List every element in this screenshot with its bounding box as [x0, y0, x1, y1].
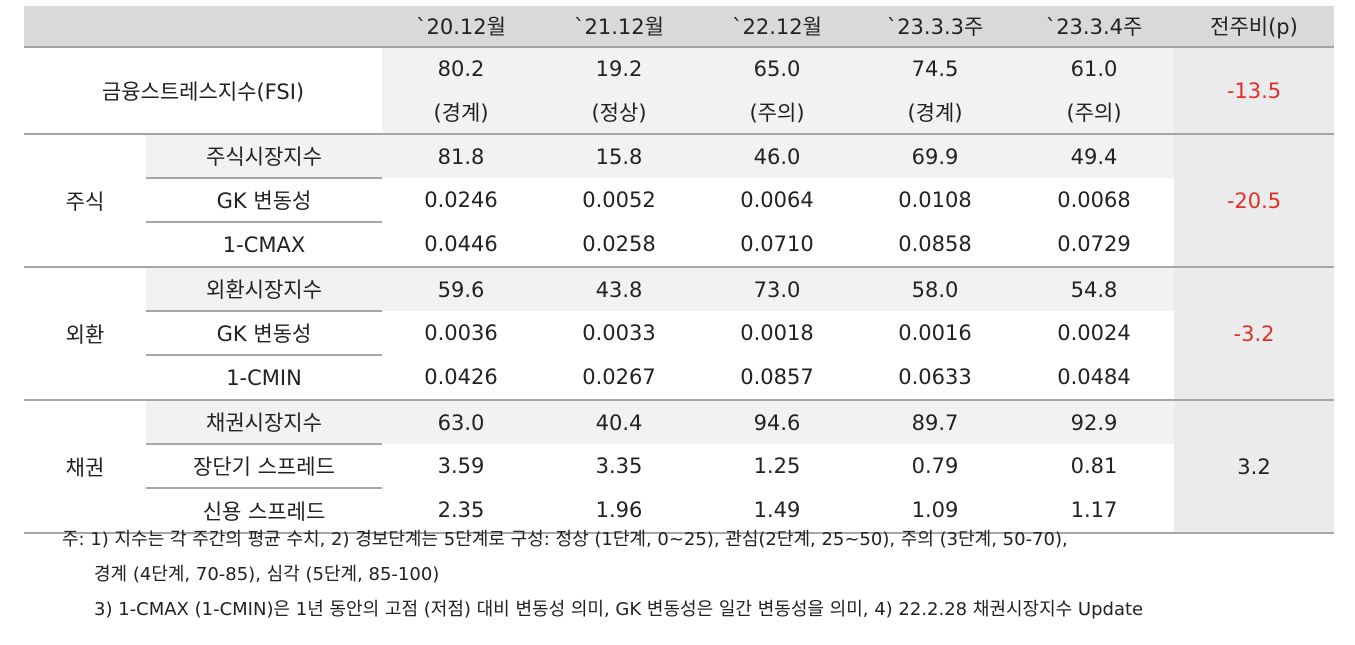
cell-value: 73.0	[698, 266, 856, 311]
row-label: 신용 스프레드	[146, 487, 382, 534]
fsi-level: (주의)	[1014, 90, 1174, 134]
cell-value: 89.7	[856, 399, 1014, 444]
cell-value: 0.0068	[1057, 188, 1131, 212]
cell-value: 1.96	[540, 488, 698, 534]
cell-value: 0.0246	[424, 188, 498, 212]
cell-value: 0.0858	[898, 232, 972, 256]
fsi-value-row: 금융스트레스지수(FSI) 80.2 19.2 65.0 74.5 61.0 -…	[24, 47, 1334, 134]
cell-value: 0.0484	[1057, 365, 1131, 389]
cell-value: 0.0052	[582, 188, 656, 212]
cell-value: 0.0857	[740, 365, 814, 389]
table-row: GK 변동성 0.0246 0.0052 0.0064 0.0108 0.006…	[24, 177, 1334, 222]
group-label-fx: 외환	[24, 266, 146, 400]
cell-value: 0.0633	[898, 365, 972, 389]
footnote-line: 주: 1) 지수는 각 주간의 평균 수치, 2) 경보단계는 5단계로 구성:…	[62, 529, 1068, 550]
cell-value: 46.0	[698, 133, 856, 178]
table-row: 주식 주식시장지수 81.8 15.8 46.0 69.9 49.4 -20.5	[24, 133, 1334, 267]
cell-value: 1.09	[856, 488, 1014, 534]
cell-value: 0.0018	[740, 321, 814, 345]
cell-value: 0.0064	[740, 188, 814, 212]
fsi-level-row: (경계) (정상) (주의) (경계) (주의)	[24, 90, 1334, 134]
fsi-level: (경계)	[856, 90, 1014, 134]
fsi-change: -13.5	[1174, 47, 1334, 134]
cell-value: 69.9	[856, 133, 1014, 178]
table-row: 채권 채권시장지수 63.0 40.4 94.6 89.7 92.9 3.2	[24, 399, 1334, 534]
header-row: `20.12월 `21.12월 `22.12월 `23.3.3주 `23.3.4…	[24, 6, 1334, 48]
footnote-line: 3) 1-CMAX (1-CMIN)은 1년 동안의 고점 (저점) 대비 변동…	[94, 599, 1144, 620]
table-row: 외환 외환시장지수 59.6 43.8 73.0 58.0 54.8 -3.2	[24, 266, 1334, 400]
group-label-bond: 채권	[24, 399, 146, 534]
header-2012: `20.12월	[382, 6, 540, 48]
table-row: 1-CMIN 0.0426 0.0267 0.0857 0.0633 0.048…	[24, 354, 1334, 400]
row-label: 장단기 스프레드	[146, 443, 382, 488]
cell-value: 49.4	[1014, 133, 1174, 178]
row-label: 1-CMIN	[146, 354, 382, 400]
cell-value: 0.0108	[898, 188, 972, 212]
group-label-stock: 주식	[24, 133, 146, 267]
group-change-stock: -20.5	[1174, 133, 1334, 267]
footnotes: 주: 1) 지수는 각 주간의 평균 수치, 2) 경보단계는 5단계로 구성:…	[62, 522, 1143, 627]
row-label: GK 변동성	[146, 177, 382, 222]
fsi-level: (경계)	[382, 90, 540, 134]
cell-value: 43.8	[540, 266, 698, 311]
row-label: 외환시장지수	[146, 266, 382, 311]
cell-value: 40.4	[540, 399, 698, 444]
cell-value: 1.25	[753, 454, 801, 478]
header-blank-2	[146, 6, 382, 48]
cell-value: 1.49	[698, 488, 856, 534]
row-label: 채권시장지수	[146, 399, 382, 444]
cell-value: 2.35	[382, 488, 540, 534]
cell-value: 0.0258	[582, 232, 656, 256]
footnote-line: 경계 (4단계, 70-85), 심각 (5단계, 85-100)	[94, 564, 440, 585]
row-label: GK 변동성	[146, 310, 382, 355]
fsi-table: `20.12월 `21.12월 `22.12월 `23.3.3주 `23.3.4…	[24, 6, 1334, 534]
cell-value: 59.6	[382, 266, 540, 311]
header-2303w4: `23.3.4주	[1014, 6, 1174, 48]
group-change-fx: -3.2	[1174, 266, 1334, 400]
fsi-value: 65.0	[698, 47, 856, 90]
cell-value: 0.0036	[424, 321, 498, 345]
cell-value: 0.0267	[582, 365, 656, 389]
header-blank-1	[24, 6, 146, 48]
cell-value: 0.0446	[424, 232, 498, 256]
cell-value: 1.17	[1014, 488, 1174, 534]
group-change-bond: 3.2	[1174, 399, 1334, 534]
table-row: 장단기 스프레드 3.59 3.35 1.25 0.79 0.81	[24, 443, 1334, 488]
cell-value: 3.59	[437, 454, 485, 478]
cell-value: 0.0426	[424, 365, 498, 389]
cell-value: 0.0024	[1057, 321, 1131, 345]
cell-value: 0.0710	[740, 232, 814, 256]
fsi-level: (정상)	[540, 90, 698, 134]
cell-value: 92.9	[1014, 399, 1174, 444]
fsi-value: 80.2	[382, 47, 540, 90]
cell-value: 15.8	[540, 133, 698, 178]
fsi-value: 19.2	[540, 47, 698, 90]
cell-value: 81.8	[382, 133, 540, 178]
cell-value: 0.0033	[582, 321, 656, 345]
table-row: GK 변동성 0.0036 0.0033 0.0018 0.0016 0.002…	[24, 310, 1334, 355]
cell-value: 63.0	[382, 399, 540, 444]
fsi-label: 금융스트레스지수(FSI)	[101, 79, 305, 104]
cell-value: 0.0729	[1057, 232, 1131, 256]
header-change: 전주비(p)	[1174, 6, 1334, 48]
table-row: 신용 스프레드 2.35 1.96 1.49 1.09 1.17	[24, 487, 1334, 534]
header-2112: `21.12월	[540, 6, 698, 48]
cell-value: 54.8	[1014, 266, 1174, 311]
cell-value: 3.35	[595, 454, 643, 478]
row-label: 1-CMAX	[146, 221, 382, 267]
cell-value: 58.0	[856, 266, 1014, 311]
header-2303w3: `23.3.3주	[856, 6, 1014, 48]
fsi-value: 61.0	[1014, 47, 1174, 90]
cell-value: 0.79	[911, 454, 959, 478]
fsi-level: (주의)	[698, 90, 856, 134]
fsi-value: 74.5	[856, 47, 1014, 90]
table-row: 1-CMAX 0.0446 0.0258 0.0710 0.0858 0.072…	[24, 221, 1334, 267]
header-2212: `22.12월	[698, 6, 856, 48]
cell-value: 0.0016	[898, 321, 972, 345]
row-label: 주식시장지수	[146, 133, 382, 178]
cell-value: 0.81	[1070, 454, 1118, 478]
cell-value: 94.6	[698, 399, 856, 444]
